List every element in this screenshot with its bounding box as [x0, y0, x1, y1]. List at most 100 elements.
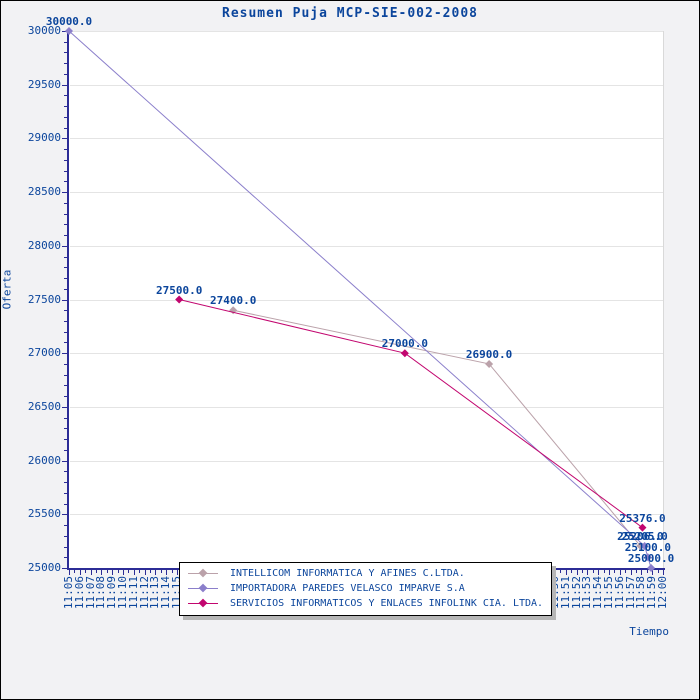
y-gridline — [70, 460, 663, 462]
x-minor-tick — [85, 570, 87, 573]
y-minor-tick — [64, 95, 67, 97]
series-line — [68, 30, 652, 569]
x-minor-tick — [106, 570, 108, 573]
y-minor-tick — [64, 127, 67, 129]
y-major-tick — [62, 460, 67, 462]
y-minor-tick — [64, 267, 67, 269]
y-minor-tick — [64, 41, 67, 43]
y-gridline — [70, 138, 663, 140]
x-major-tick — [609, 570, 610, 575]
x-major-tick — [112, 570, 114, 575]
x-major-tick — [598, 570, 600, 575]
y-minor-tick — [64, 492, 67, 494]
x-major-tick — [90, 570, 92, 575]
y-gridline — [70, 31, 663, 32]
series-line — [179, 299, 643, 529]
x-major-tick — [79, 570, 81, 575]
y-minor-tick — [64, 535, 67, 537]
x-major-tick — [123, 570, 124, 575]
y-tick-label: 25500 — [27, 507, 61, 521]
x-minor-tick — [592, 570, 594, 573]
y-gridline — [70, 299, 663, 301]
x-minor-tick — [582, 570, 583, 573]
x-major-tick — [630, 570, 632, 575]
y-tick-label: 29500 — [27, 77, 61, 91]
data-point-label: 25205.0 — [621, 529, 668, 543]
x-major-tick — [576, 570, 578, 575]
y-minor-tick — [64, 106, 67, 108]
y-major-tick — [62, 31, 67, 32]
y-major-tick — [62, 138, 67, 140]
x-minor-tick — [74, 570, 76, 573]
y-minor-tick — [64, 439, 67, 441]
y-minor-tick — [64, 63, 67, 65]
legend-label: INTELLICOM INFORMATICA Y AFINES C.LTDA. — [230, 568, 465, 579]
y-minor-tick — [64, 116, 67, 118]
y-gridline — [70, 192, 663, 194]
x-major-tick — [641, 570, 643, 575]
legend-diamond-sample — [198, 568, 208, 578]
legend-diamond-marker-icon — [188, 583, 218, 593]
x-major-tick — [166, 570, 168, 575]
x-major-tick — [619, 570, 621, 575]
y-minor-tick — [64, 310, 67, 312]
x-minor-tick — [560, 570, 562, 573]
y-minor-tick — [64, 202, 67, 204]
y-minor-tick — [64, 288, 67, 290]
y-tick-label: 27000 — [27, 346, 61, 360]
x-minor-tick — [571, 570, 573, 573]
y-major-tick — [62, 406, 67, 408]
y-gridline — [70, 406, 663, 408]
y-major-tick — [62, 84, 67, 86]
y-tick-label: 28500 — [27, 185, 61, 199]
legend-diamond-sample — [198, 598, 208, 608]
y-tick-label: 29000 — [27, 131, 61, 145]
y-minor-tick — [64, 320, 67, 322]
y-minor-tick — [64, 256, 67, 258]
data-point-label: 25100.0 — [624, 541, 672, 555]
x-minor-tick — [160, 570, 162, 573]
y-tick-label: 26500 — [27, 399, 61, 413]
x-minor-tick — [614, 570, 616, 573]
y-minor-tick — [64, 449, 67, 451]
y-major-tick — [62, 514, 67, 516]
y-minor-tick — [64, 396, 67, 398]
y-minor-tick — [64, 224, 67, 226]
legend-item: INTELLICOM INFORMATICA Y AFINES C.LTDA. — [188, 566, 543, 581]
legend-label: SERVICIOS INFORMATICOS Y ENLACES INFOLIN… — [230, 598, 544, 609]
x-minor-tick — [139, 570, 141, 573]
y-tick-label: 25000 — [27, 561, 61, 574]
chart-title: Resumen Puja MCP-SIE-002-2008 — [222, 6, 478, 21]
y-tick-label: 26000 — [27, 453, 61, 467]
x-minor-tick — [171, 570, 173, 573]
series-line — [233, 309, 641, 547]
x-major-tick — [133, 570, 135, 575]
y-major-tick — [62, 353, 67, 355]
legend-diamond-marker-icon — [188, 568, 218, 578]
y-minor-tick — [64, 52, 67, 54]
x-minor-tick — [150, 570, 151, 573]
y-minor-tick — [64, 170, 67, 172]
data-point-marker — [400, 349, 409, 358]
data-point-label: 25376.0 — [619, 511, 666, 525]
data-point-marker — [638, 523, 647, 532]
y-minor-tick — [64, 471, 67, 473]
data-point-marker — [647, 564, 656, 572]
data-point-marker — [485, 359, 494, 368]
x-major-tick — [144, 570, 146, 575]
legend-item: SERVICIOS INFORMATICOS Y ENLACES INFOLIN… — [188, 596, 543, 611]
x-major-tick — [663, 570, 664, 575]
legend-label: IMPORTADORA PAREDES VELASCO IMPARVE S.A — [230, 583, 465, 594]
x-major-tick — [177, 570, 178, 575]
y-minor-tick — [64, 557, 67, 559]
y-minor-tick — [64, 342, 67, 344]
x-major-tick — [555, 570, 556, 575]
y-tick-label: 27500 — [27, 292, 61, 306]
legend-diamond-marker-icon — [188, 598, 218, 608]
x-minor-tick — [128, 570, 130, 573]
data-point-label: 25000.0 — [627, 552, 675, 565]
y-minor-tick — [64, 546, 67, 548]
x-minor-tick — [96, 570, 97, 573]
y-minor-tick — [64, 159, 67, 161]
y-major-tick — [62, 245, 67, 247]
